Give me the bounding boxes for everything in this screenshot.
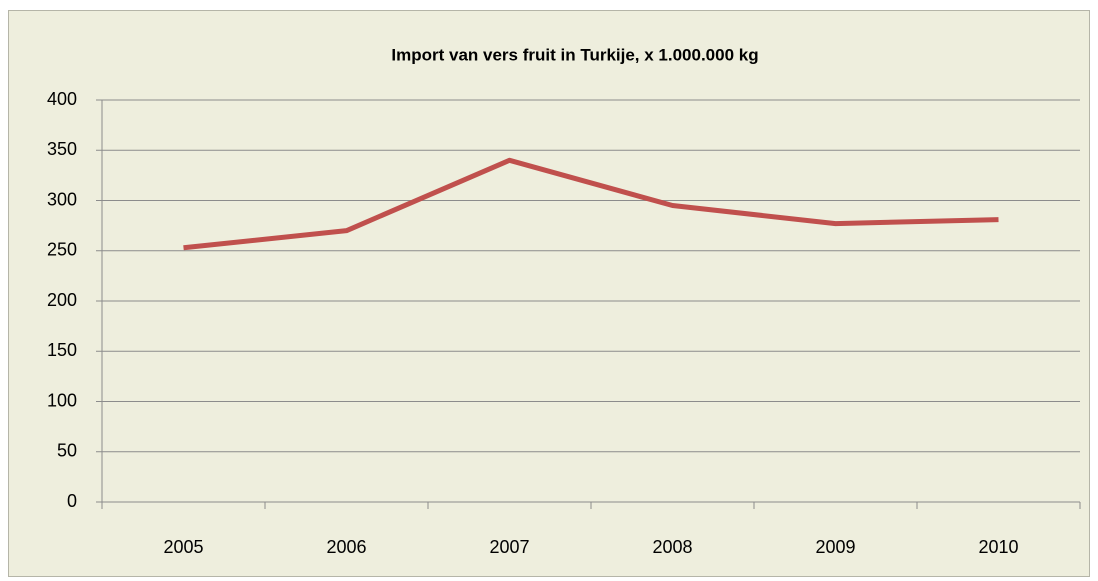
x-tick-label: 2009 bbox=[815, 537, 855, 557]
y-tick-label: 350 bbox=[47, 139, 77, 159]
y-tick-label: 400 bbox=[47, 89, 77, 109]
chart-background bbox=[8, 10, 1090, 577]
y-tick-label: 200 bbox=[47, 290, 77, 310]
x-tick-label: 2008 bbox=[652, 537, 692, 557]
y-tick-label: 50 bbox=[57, 441, 77, 461]
x-tick-label: 2005 bbox=[163, 537, 203, 557]
line-series bbox=[183, 157, 999, 251]
x-tick-label: 2006 bbox=[326, 537, 366, 557]
x-tick-label: 2010 bbox=[978, 537, 1018, 557]
chart-title: Import van vers fruit in Turkije, x 1.00… bbox=[391, 45, 758, 64]
y-tick-label: 300 bbox=[47, 189, 77, 209]
y-tick-label: 150 bbox=[47, 340, 77, 360]
y-tick-label: 0 bbox=[67, 491, 77, 511]
x-tick-label: 2007 bbox=[489, 537, 529, 557]
y-tick-label: 100 bbox=[47, 390, 77, 410]
y-tick-label: 250 bbox=[47, 240, 77, 260]
